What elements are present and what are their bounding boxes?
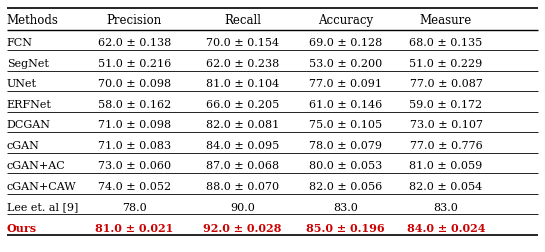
Text: Measure: Measure (420, 14, 472, 26)
Text: 84.0 ± 0.095: 84.0 ± 0.095 (206, 140, 279, 150)
Text: 82.0 ± 0.081: 82.0 ± 0.081 (206, 120, 279, 130)
Text: 53.0 ± 0.200: 53.0 ± 0.200 (309, 59, 383, 69)
Text: 59.0 ± 0.172: 59.0 ± 0.172 (409, 100, 482, 110)
Text: cGAN+CAW: cGAN+CAW (7, 181, 76, 191)
Text: 74.0 ± 0.052: 74.0 ± 0.052 (98, 181, 171, 191)
Text: 51.0 ± 0.216: 51.0 ± 0.216 (98, 59, 171, 69)
Text: ERFNet: ERFNet (7, 100, 52, 110)
Text: 66.0 ± 0.205: 66.0 ± 0.205 (206, 100, 279, 110)
Text: 77.0 ± 0.087: 77.0 ± 0.087 (410, 79, 482, 89)
Text: 88.0 ± 0.070: 88.0 ± 0.070 (206, 181, 279, 191)
Text: 73.0 ± 0.107: 73.0 ± 0.107 (409, 120, 482, 130)
Text: cGAN: cGAN (7, 140, 40, 150)
Text: Precision: Precision (107, 14, 162, 26)
Text: Ours: Ours (7, 222, 37, 233)
Text: FCN: FCN (7, 38, 33, 48)
Text: 83.0: 83.0 (434, 202, 458, 212)
Text: Lee et. al [9]: Lee et. al [9] (7, 202, 78, 212)
Text: 77.0 ± 0.091: 77.0 ± 0.091 (309, 79, 382, 89)
Text: 51.0 ± 0.229: 51.0 ± 0.229 (409, 59, 483, 69)
Text: 73.0 ± 0.060: 73.0 ± 0.060 (98, 161, 171, 171)
Text: cGAN+AC: cGAN+AC (7, 161, 65, 171)
Text: 87.0 ± 0.068: 87.0 ± 0.068 (206, 161, 279, 171)
Text: 68.0 ± 0.135: 68.0 ± 0.135 (409, 38, 483, 48)
Text: 81.0 ± 0.021: 81.0 ± 0.021 (95, 222, 173, 233)
Text: 82.0 ± 0.054: 82.0 ± 0.054 (409, 181, 483, 191)
Text: 61.0 ± 0.146: 61.0 ± 0.146 (309, 100, 383, 110)
Text: 58.0 ± 0.162: 58.0 ± 0.162 (98, 100, 171, 110)
Text: 85.0 ± 0.196: 85.0 ± 0.196 (306, 222, 385, 233)
Text: 77.0 ± 0.776: 77.0 ± 0.776 (410, 140, 482, 150)
Text: 83.0: 83.0 (333, 202, 358, 212)
Text: 71.0 ± 0.083: 71.0 ± 0.083 (98, 140, 171, 150)
Text: Methods: Methods (7, 14, 59, 26)
Text: DCGAN: DCGAN (7, 120, 51, 130)
Text: 92.0 ± 0.028: 92.0 ± 0.028 (203, 222, 282, 233)
Text: Recall: Recall (224, 14, 261, 26)
Text: Accuracy: Accuracy (318, 14, 373, 26)
Text: 78.0 ± 0.079: 78.0 ± 0.079 (309, 140, 382, 150)
Text: 90.0: 90.0 (230, 202, 255, 212)
Text: 81.0 ± 0.104: 81.0 ± 0.104 (206, 79, 279, 89)
Text: 84.0 ± 0.024: 84.0 ± 0.024 (407, 222, 485, 233)
Text: 81.0 ± 0.059: 81.0 ± 0.059 (409, 161, 483, 171)
Text: 62.0 ± 0.238: 62.0 ± 0.238 (206, 59, 279, 69)
Text: 71.0 ± 0.098: 71.0 ± 0.098 (98, 120, 171, 130)
Text: SegNet: SegNet (7, 59, 49, 69)
Text: 80.0 ± 0.053: 80.0 ± 0.053 (309, 161, 383, 171)
Text: UNet: UNet (7, 79, 37, 89)
Text: 70.0 ± 0.154: 70.0 ± 0.154 (206, 38, 279, 48)
Text: 62.0 ± 0.138: 62.0 ± 0.138 (98, 38, 171, 48)
Text: 82.0 ± 0.056: 82.0 ± 0.056 (309, 181, 383, 191)
Text: 70.0 ± 0.098: 70.0 ± 0.098 (98, 79, 171, 89)
Text: 75.0 ± 0.105: 75.0 ± 0.105 (309, 120, 382, 130)
Text: 78.0: 78.0 (122, 202, 147, 212)
Text: 69.0 ± 0.128: 69.0 ± 0.128 (309, 38, 383, 48)
